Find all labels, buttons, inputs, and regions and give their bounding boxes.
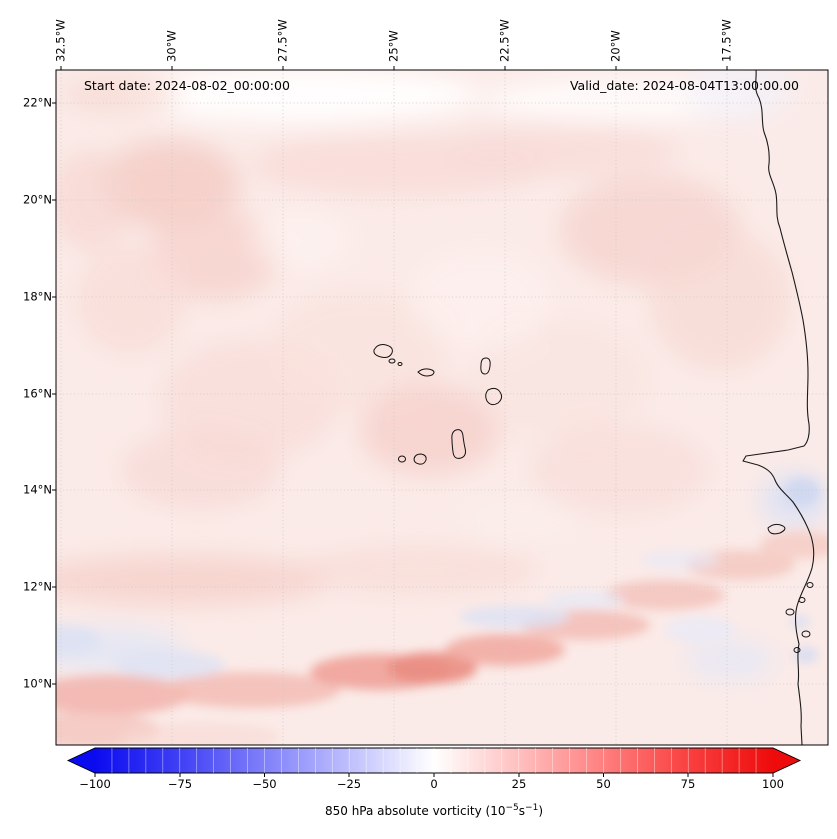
colorbar-tick-label: −100 (79, 777, 111, 791)
colorbar-label-suffix: ) (538, 804, 544, 818)
valid-date-label: Valid_date: 2024-08-04T13:00:00.00 (569, 78, 799, 93)
colorbar-tick-label: 25 (511, 777, 527, 791)
y-tick-label: 16°N (23, 386, 52, 401)
colorbar-label-exp1: −5 (505, 803, 519, 813)
start-date-label: Start date: 2024-08-02_00:00:00 (84, 78, 290, 93)
colorbar-tick-label: 0 (430, 777, 438, 791)
x-tick-label: 30°W (164, 30, 179, 62)
y-tick-label: 18°N (23, 289, 52, 304)
plot-border (55, 69, 829, 746)
colorbar-label-mid: s (518, 804, 526, 818)
colorbar-tick-label: 75 (680, 777, 696, 791)
colorbar-tick-label: 50 (596, 777, 611, 791)
x-tick-label: 20°W (608, 30, 623, 62)
y-tick-label: 20°N (23, 192, 52, 207)
x-tick-label: 25°W (386, 30, 401, 62)
x-tick-label: 27.5°W (275, 19, 290, 62)
y-tick-label: 22°N (23, 95, 52, 110)
colorbar-tick-marks (94, 773, 774, 777)
colorbar-tick-label: 100 (762, 777, 784, 791)
coastline (742, 70, 815, 745)
y-tick-label: 10°N (23, 676, 52, 691)
colorbar-label-exp2: −1 (525, 803, 539, 813)
x-tick-label: 17.5°W (719, 19, 734, 62)
cape-verde-islands (373, 344, 503, 465)
colorbar-level-separators (111, 748, 757, 773)
colorbar-label: 850 hPa absolute vorticity (10−5s−1) (95, 803, 773, 820)
y-tick-label: 14°N (23, 482, 52, 497)
colorbar (66, 747, 802, 777)
grid-lines (56, 70, 828, 745)
colorbar-tick-label: −50 (252, 777, 277, 791)
x-tick-label: 22.5°W (497, 19, 512, 62)
colorbar-tick-label: −25 (336, 777, 362, 791)
vorticity-field (56, 70, 828, 745)
colorbar-label-prefix: 850 hPa absolute vorticity (10 (324, 804, 506, 818)
axis-tick-marks (52, 66, 728, 685)
y-tick-label: 12°N (23, 579, 52, 594)
x-tick-label: 32.5°W (53, 19, 68, 62)
colorbar-tick-label: −75 (167, 777, 193, 791)
